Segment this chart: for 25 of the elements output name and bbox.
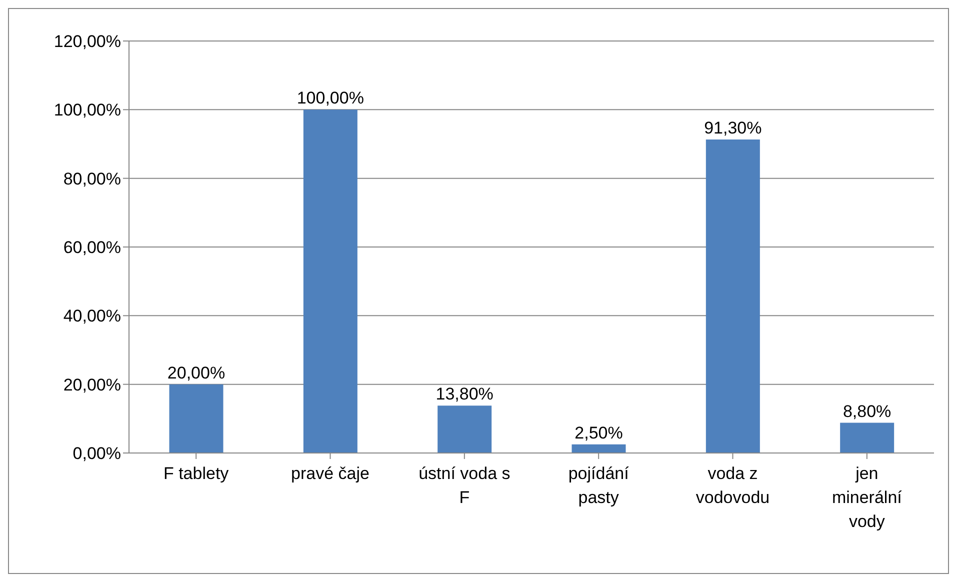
y-tick-label: 120,00% [54,32,121,52]
bar [303,110,358,453]
bar [706,140,760,453]
x-tick-label: pravé čaje [291,464,370,483]
x-tick-label: voda z vodovodu [696,464,770,507]
bar [438,406,492,453]
bar [572,444,626,453]
data-label: 13,80% [436,384,494,404]
x-tick-label: pojídání pasty [568,464,630,507]
data-label: 8,80% [842,402,892,421]
bar [840,422,894,453]
y-tick-label: 100,00% [54,100,121,120]
data-label: 2,50% [574,423,623,442]
y-tick-label: 60,00% [63,238,121,258]
data-label: 91,30% [704,118,762,138]
bar [169,384,224,453]
x-tick-label: jen minerální vody [832,464,902,531]
data-label: 100,00% [296,88,364,108]
y-tick-label: 0,00% [72,444,121,464]
x-tick-label: ústní voda s F [418,464,510,507]
y-tick-label: 20,00% [63,375,121,394]
data-label: 20,00% [167,363,226,382]
y-tick-label: 80,00% [63,169,121,188]
x-tick-label: F tablety [163,464,230,483]
y-tick-label: 40,00% [63,306,121,326]
